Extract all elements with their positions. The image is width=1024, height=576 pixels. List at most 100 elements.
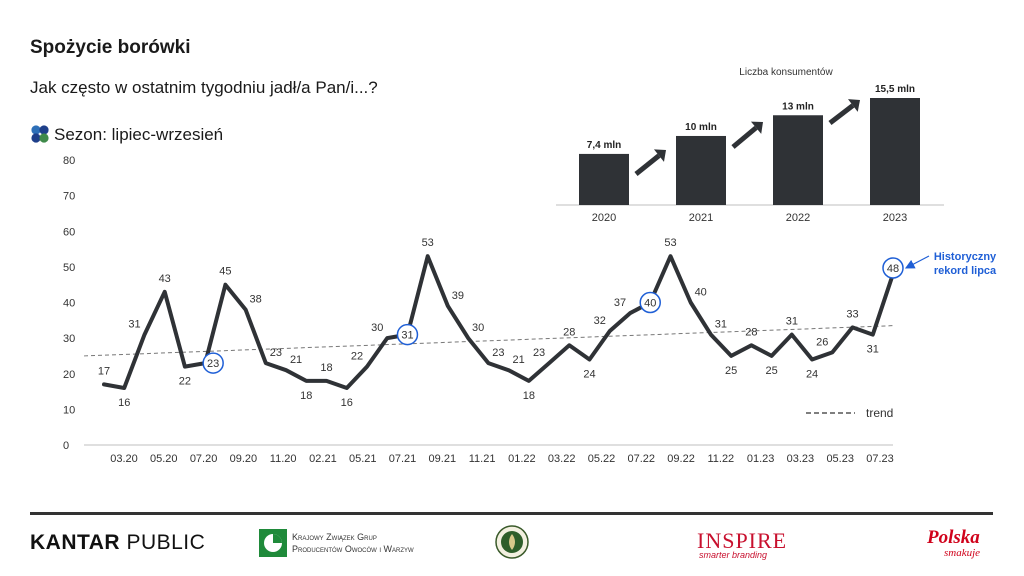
- growth-arrow-icon: [731, 121, 763, 149]
- kzg-logo-text: Krajowy Związek Grup Producentów Owoców i…: [292, 532, 414, 554]
- highlight-circle: [639, 291, 661, 314]
- data-label: 24: [806, 369, 818, 381]
- inspire-tagline: smarter branding: [699, 550, 768, 560]
- data-label: 30: [371, 322, 383, 334]
- seal-logo: [495, 525, 529, 559]
- x-tick-label: 05.22: [588, 453, 616, 465]
- y-tick-label: 0: [63, 440, 69, 452]
- legend-layer: trend: [806, 406, 893, 420]
- bar-category-label: 2021: [689, 212, 713, 224]
- data-label: 31: [867, 344, 879, 356]
- consumers-bar-chart: Liczba konsumentów 7,4 mln 2020 10 mln 2021 1…: [556, 67, 944, 224]
- data-label: 31: [786, 316, 798, 328]
- polska-smakuje-logo: Polska: [927, 527, 980, 548]
- bar-value-label: 7,4 mln: [587, 140, 621, 151]
- footer-divider: [30, 512, 993, 515]
- growth-arrow-shaft: [731, 125, 758, 149]
- consumers-bar: [870, 98, 920, 205]
- data-label: 31: [128, 319, 140, 331]
- data-label: 31: [715, 319, 727, 331]
- y-axis: 0 10 20 30 40 50 60 70 80: [63, 155, 75, 452]
- x-tick-label: 07.21: [389, 453, 417, 465]
- data-label: 21: [512, 354, 524, 366]
- data-label: 23: [533, 347, 545, 359]
- consumers-bar: [676, 135, 726, 205]
- x-tick-label: 07.23: [866, 453, 894, 465]
- line-layer: [102, 254, 895, 390]
- x-tick-label: 11.21: [469, 453, 496, 465]
- page-title: Spożycie borówki: [30, 37, 191, 58]
- bar-value-label: 15,5 mln: [875, 84, 915, 95]
- x-tick-label: 07.20: [190, 453, 218, 465]
- consumers-bar: [579, 153, 629, 205]
- growth-arrow-shaft: [634, 153, 661, 176]
- x-tick-label: 03.23: [787, 453, 815, 465]
- trend-line: [83, 325, 894, 357]
- data-label: 40: [644, 298, 656, 310]
- trend-layer: [83, 325, 894, 357]
- x-tick-label: 05.23: [826, 453, 854, 465]
- data-label: 38: [249, 294, 261, 306]
- question-text: Jak często w ostatnim tygodniu jadł/a Pa…: [30, 78, 378, 97]
- data-label: 28: [745, 326, 757, 338]
- data-label: 53: [664, 237, 676, 249]
- data-label: 23: [492, 347, 504, 359]
- consumers-bar: [773, 115, 823, 205]
- y-tick-label: 10: [63, 404, 75, 416]
- data-label: 18: [523, 390, 535, 402]
- bar-category-label: 2020: [592, 212, 616, 224]
- x-axis: 03.20 05.20 07.20 09.20 11.20 02.21 05.21 07.21…: [84, 444, 894, 465]
- data-label: 48: [887, 263, 899, 275]
- data-label: 18: [320, 362, 332, 374]
- data-label: 40: [695, 287, 707, 299]
- y-tick-label: 50: [63, 262, 75, 274]
- growth-arrow-head: [750, 121, 763, 134]
- data-label: 22: [179, 376, 191, 388]
- x-tick-label: 07.22: [627, 453, 655, 465]
- blueberry-icon: [31, 125, 49, 143]
- data-label: 53: [422, 237, 434, 249]
- kantar-public-logo: KANTAR PUBLIC: [30, 531, 206, 554]
- data-label: 25: [765, 365, 777, 377]
- kzg-logo-icon: [259, 529, 287, 557]
- y-tick-label: 80: [63, 155, 75, 167]
- inspire-logo: INSPIRE: [697, 528, 788, 553]
- growth-arrow-icon: [634, 149, 666, 176]
- growth-arrow-head: [653, 149, 666, 162]
- x-tick-label: 03.20: [110, 453, 138, 465]
- data-label: 23: [270, 347, 282, 359]
- data-label: 31: [401, 330, 413, 342]
- data-label: 21: [290, 354, 302, 366]
- x-tick-label: 05.20: [150, 453, 178, 465]
- data-label: 23: [207, 358, 219, 370]
- x-tick-label: 09.20: [230, 453, 258, 465]
- data-label: 28: [563, 326, 575, 338]
- record-annotation: Historyczny rekord lipca: [934, 251, 997, 277]
- polska-smakuje-tagline: smakuje: [944, 547, 981, 559]
- season-label: Sezon: lipiec-wrzesień: [54, 125, 224, 144]
- x-tick-label: 11.20: [270, 453, 297, 465]
- x-tick-label: 09.21: [429, 453, 457, 465]
- y-tick-label: 40: [63, 298, 75, 310]
- x-tick-label: 03.22: [548, 453, 576, 465]
- x-tick-label: 05.21: [349, 453, 377, 465]
- data-label: 25: [725, 365, 737, 377]
- data-label: 22: [351, 351, 363, 363]
- data-label: 16: [118, 397, 130, 409]
- x-tick-label: 09.22: [667, 453, 695, 465]
- x-tick-label: 11.22: [707, 453, 734, 465]
- x-tick-label: 01.22: [508, 453, 536, 465]
- data-label: 17: [98, 365, 110, 377]
- bar-category-label: 2023: [883, 212, 907, 224]
- labels-layer: 17 16 31 43 22 23 45 38 23 21 18 18 16 22 30 31 53 39 30 23…: [98, 237, 997, 409]
- x-tick-label: 02.21: [309, 453, 337, 465]
- growth-arrow-icon: [828, 99, 860, 125]
- y-tick-label: 70: [63, 191, 75, 203]
- bar-value-label: 10 mln: [685, 122, 717, 133]
- data-label: 43: [159, 273, 171, 285]
- data-label: 16: [341, 397, 353, 409]
- data-label: 24: [583, 369, 595, 381]
- data-label: 26: [816, 336, 828, 348]
- y-tick-label: 20: [63, 369, 75, 381]
